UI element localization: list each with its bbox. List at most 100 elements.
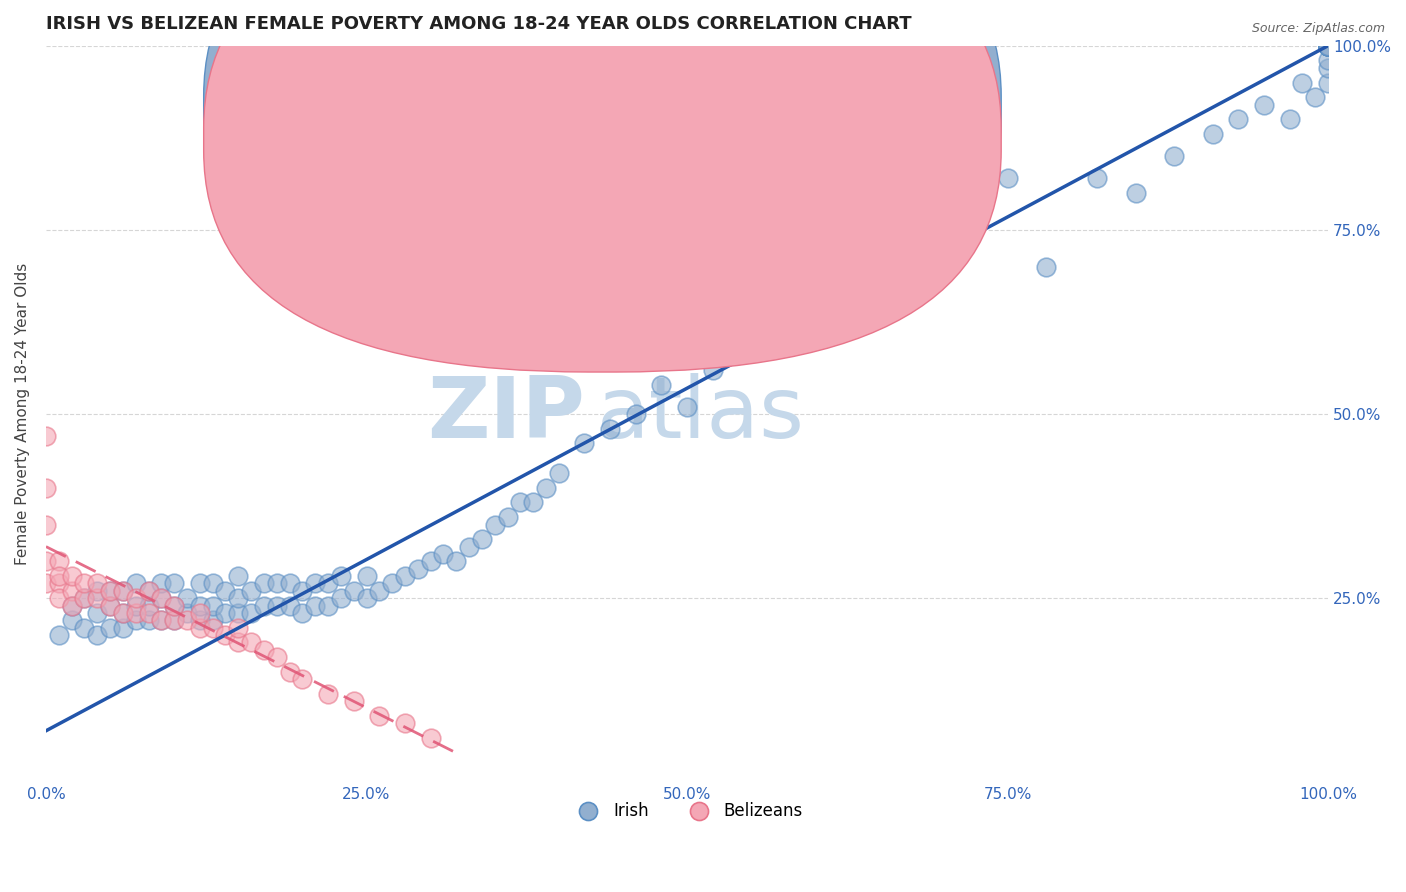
Point	[111, 606, 134, 620]
FancyBboxPatch shape	[204, 0, 1001, 372]
Point	[138, 606, 160, 620]
Point	[98, 621, 121, 635]
Point	[240, 635, 263, 649]
Point	[740, 334, 762, 348]
Point	[253, 599, 276, 613]
Text: R =   0.664   N = 112: R = 0.664 N = 112	[627, 100, 818, 115]
Point	[343, 694, 366, 708]
Point	[356, 569, 378, 583]
Point	[1035, 260, 1057, 274]
Point	[226, 606, 249, 620]
Text: R = -0.305   N = 45: R = -0.305 N = 45	[627, 132, 800, 146]
Point	[240, 606, 263, 620]
Point	[1253, 97, 1275, 112]
Point	[60, 569, 83, 583]
Point	[1317, 38, 1340, 53]
Point	[73, 576, 96, 591]
Point	[188, 599, 211, 613]
Point	[138, 613, 160, 627]
Legend: Irish, Belizeans: Irish, Belizeans	[565, 796, 810, 827]
Point	[48, 569, 70, 583]
Point	[304, 576, 326, 591]
Point	[266, 650, 288, 665]
Point	[125, 606, 148, 620]
Point	[86, 576, 108, 591]
Point	[329, 569, 352, 583]
Point	[266, 599, 288, 613]
Point	[842, 244, 865, 259]
Point	[240, 583, 263, 598]
Point	[35, 481, 58, 495]
Point	[1291, 75, 1313, 89]
Point	[214, 628, 236, 642]
Point	[1317, 38, 1340, 53]
Point	[111, 606, 134, 620]
Point	[957, 127, 980, 141]
Point	[226, 569, 249, 583]
Point	[1317, 38, 1340, 53]
Text: Source: ZipAtlas.com: Source: ZipAtlas.com	[1251, 22, 1385, 36]
Point	[650, 377, 672, 392]
Point	[188, 606, 211, 620]
Point	[253, 642, 276, 657]
Point	[278, 599, 301, 613]
Point	[150, 576, 173, 591]
Point	[150, 613, 173, 627]
FancyBboxPatch shape	[565, 78, 841, 167]
Point	[201, 599, 224, 613]
Point	[907, 186, 929, 200]
Point	[188, 613, 211, 627]
Point	[1317, 38, 1340, 53]
Point	[163, 599, 186, 613]
Point	[1163, 149, 1185, 163]
Point	[1317, 38, 1340, 53]
FancyBboxPatch shape	[204, 0, 1001, 341]
Point	[60, 599, 83, 613]
Point	[1125, 186, 1147, 200]
Point	[1317, 38, 1340, 53]
Point	[304, 599, 326, 613]
Point	[253, 576, 276, 591]
Point	[547, 466, 569, 480]
Point	[329, 591, 352, 606]
Point	[86, 583, 108, 598]
Point	[446, 554, 468, 568]
Point	[111, 621, 134, 635]
Point	[509, 495, 531, 509]
Text: atlas: atlas	[598, 373, 806, 456]
Point	[125, 613, 148, 627]
Point	[316, 599, 339, 613]
Point	[163, 613, 186, 627]
Point	[599, 422, 621, 436]
Point	[278, 665, 301, 679]
Point	[35, 554, 58, 568]
Text: ZIP: ZIP	[427, 373, 585, 456]
Point	[1317, 61, 1340, 75]
Point	[534, 481, 557, 495]
Point	[188, 621, 211, 635]
Point	[176, 591, 198, 606]
Point	[291, 672, 314, 686]
Point	[343, 583, 366, 598]
Point	[125, 599, 148, 613]
Point	[98, 583, 121, 598]
Point	[86, 606, 108, 620]
Point	[86, 628, 108, 642]
Point	[73, 591, 96, 606]
Point	[484, 517, 506, 532]
Point	[138, 583, 160, 598]
Point	[73, 621, 96, 635]
Point	[201, 613, 224, 627]
Point	[1317, 38, 1340, 53]
Point	[932, 149, 955, 163]
Point	[419, 731, 441, 746]
Point	[266, 576, 288, 591]
Point	[35, 429, 58, 443]
Point	[201, 621, 224, 635]
Point	[163, 576, 186, 591]
Point	[1317, 75, 1340, 89]
Point	[98, 599, 121, 613]
Point	[997, 171, 1019, 186]
Point	[278, 576, 301, 591]
Point	[60, 613, 83, 627]
